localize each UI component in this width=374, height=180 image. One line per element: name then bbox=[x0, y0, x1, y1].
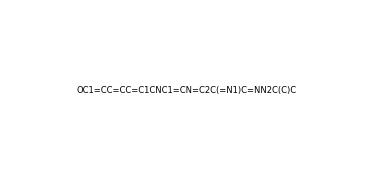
Text: OC1=CC=CC=C1CNC1=CN=C2C(=N1)C=NN2C(C)C: OC1=CC=CC=C1CNC1=CN=C2C(=N1)C=NN2C(C)C bbox=[77, 86, 297, 94]
